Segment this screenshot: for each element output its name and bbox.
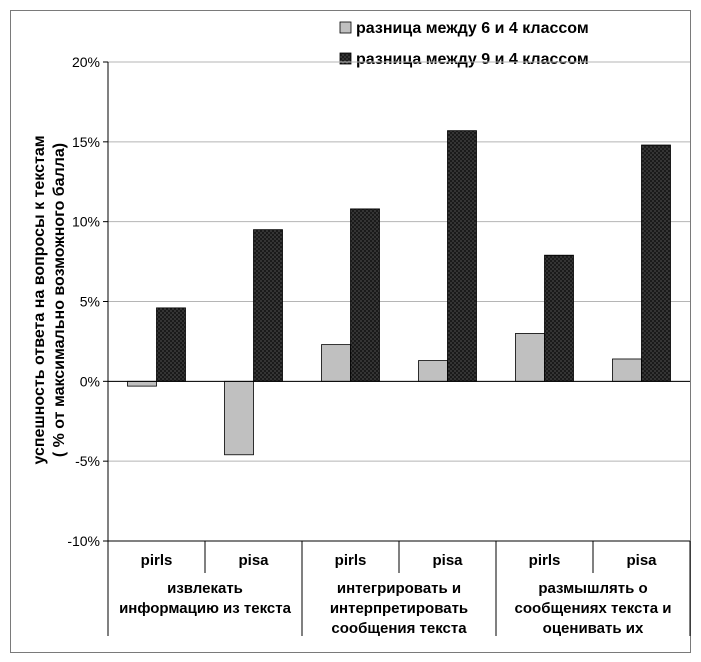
- bar: [544, 254, 574, 382]
- y-axis-tick-labels: -10% -5% 0% 5% 10% 15% 20%: [67, 54, 100, 549]
- y-axis-label-line-1: успешность ответа на вопросы к текстам: [31, 135, 48, 464]
- y-tick-label: -5%: [75, 453, 100, 469]
- legend-label-6-4: разница между 6 и 4 классом: [356, 20, 589, 37]
- x-axis-category-labels: pirls pisa pirls pisa pirls pisa: [141, 552, 658, 569]
- x-group-label-line: информацию из текста: [119, 600, 292, 617]
- legend-label-9-4: разница между 9 и 4 классом: [356, 51, 589, 68]
- x-group-label-line: интегрировать и: [337, 580, 461, 597]
- bar: [156, 307, 186, 382]
- bar: [321, 344, 351, 382]
- x-category-label: pirls: [529, 552, 561, 569]
- bar: [641, 144, 671, 382]
- y-tick-label: 10%: [72, 214, 100, 230]
- x-group-label-line: сообщения текста: [331, 620, 467, 637]
- y-tick-label: 15%: [72, 134, 100, 150]
- x-category-label: pirls: [335, 552, 367, 569]
- bar: [224, 380, 254, 456]
- y-tick-label: 5%: [80, 294, 100, 310]
- bars: [127, 130, 671, 456]
- x-category-label: pirls: [141, 552, 173, 569]
- x-group-label-line: размышлять о: [538, 580, 647, 597]
- x-category-label: pisa: [432, 552, 463, 569]
- legend-swatch-9-4: [339, 52, 352, 65]
- legend: разница между 6 и 4 классом разница межд…: [339, 20, 589, 68]
- y-axis-label-line-2: ( % от максимально возможного балла): [51, 143, 68, 457]
- x-axis-group-labels: извлекать информацию из текста интегрирова…: [119, 580, 671, 637]
- x-group-label-line: оценивать их: [543, 620, 644, 637]
- y-tick-label: 20%: [72, 54, 100, 70]
- x-category-label: pisa: [238, 552, 269, 569]
- legend-swatch-6-4: [339, 21, 352, 34]
- axes: [107, 62, 691, 636]
- bar: [418, 360, 448, 382]
- bar: [350, 208, 380, 382]
- bar: [447, 130, 477, 382]
- x-group-label-line: интерпретировать: [330, 600, 468, 617]
- x-group-label-line: извлекать: [167, 580, 243, 597]
- bar: [612, 358, 642, 382]
- x-group-label-line: сообщениях текста и: [515, 600, 672, 617]
- y-tick-label: 0%: [80, 373, 100, 389]
- bar: [253, 229, 283, 382]
- bar: [127, 380, 157, 387]
- bar: [515, 333, 545, 382]
- y-tick-label: -10%: [67, 533, 100, 549]
- x-category-label: pisa: [626, 552, 657, 569]
- y-axis-label: успешность ответа на вопросы к текстам (…: [31, 135, 68, 464]
